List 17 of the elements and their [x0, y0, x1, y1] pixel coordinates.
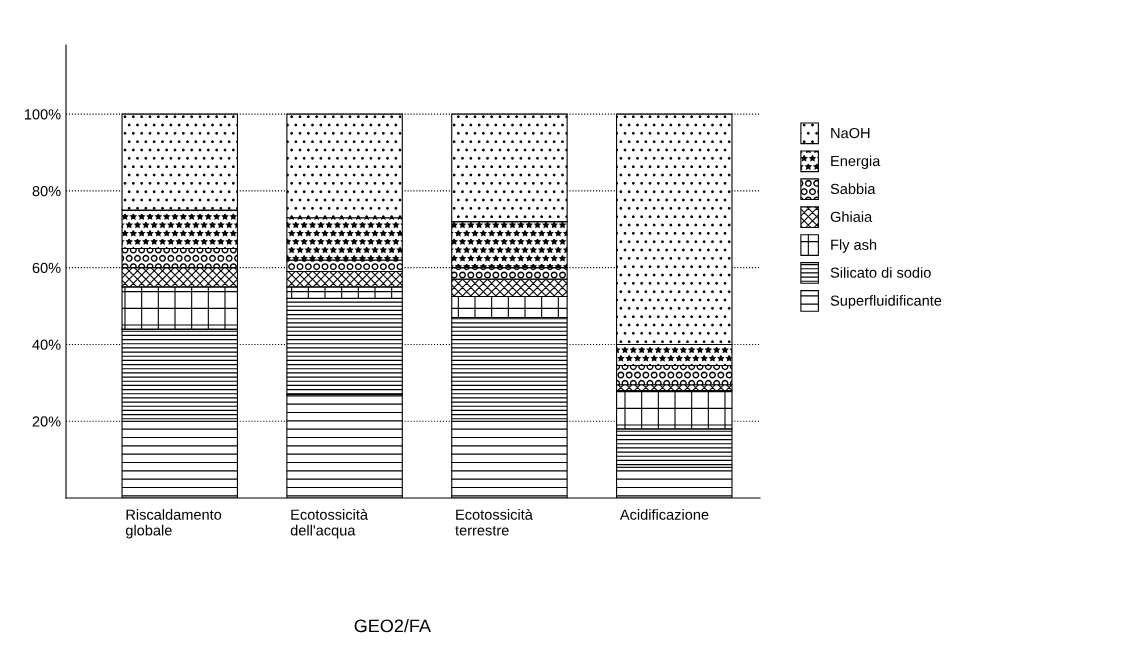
- y-tick-label: 100%: [24, 109, 61, 120]
- y-tick-label: 40%: [32, 339, 61, 350]
- y-tick-label: 60%: [32, 262, 61, 274]
- text: GEO2/FA: [354, 618, 431, 633]
- legend-label: Silicato di sodio: [830, 267, 931, 278]
- legend-label: Ghiaia: [830, 211, 873, 222]
- legend-label: Fly ash: [831, 239, 877, 253]
- x-tick-label: Ecotossicità dell'acqua: [290, 508, 368, 539]
- legend-label: Superfluidificante: [830, 295, 942, 309]
- legend-label: Sabbia: [830, 183, 876, 195]
- x-tick-label: Riscaldamento globale: [125, 509, 222, 539]
- x-tick-label: Ecotossicità terrestre: [455, 508, 533, 536]
- x-tick-label: Acidificazione: [619, 509, 709, 520]
- legend-label: NaOH: [831, 127, 870, 139]
- y-tick-label: 20%: [32, 416, 61, 427]
- y-tick-label: 80%: [32, 185, 61, 197]
- legend-label: Energia: [831, 155, 881, 170]
